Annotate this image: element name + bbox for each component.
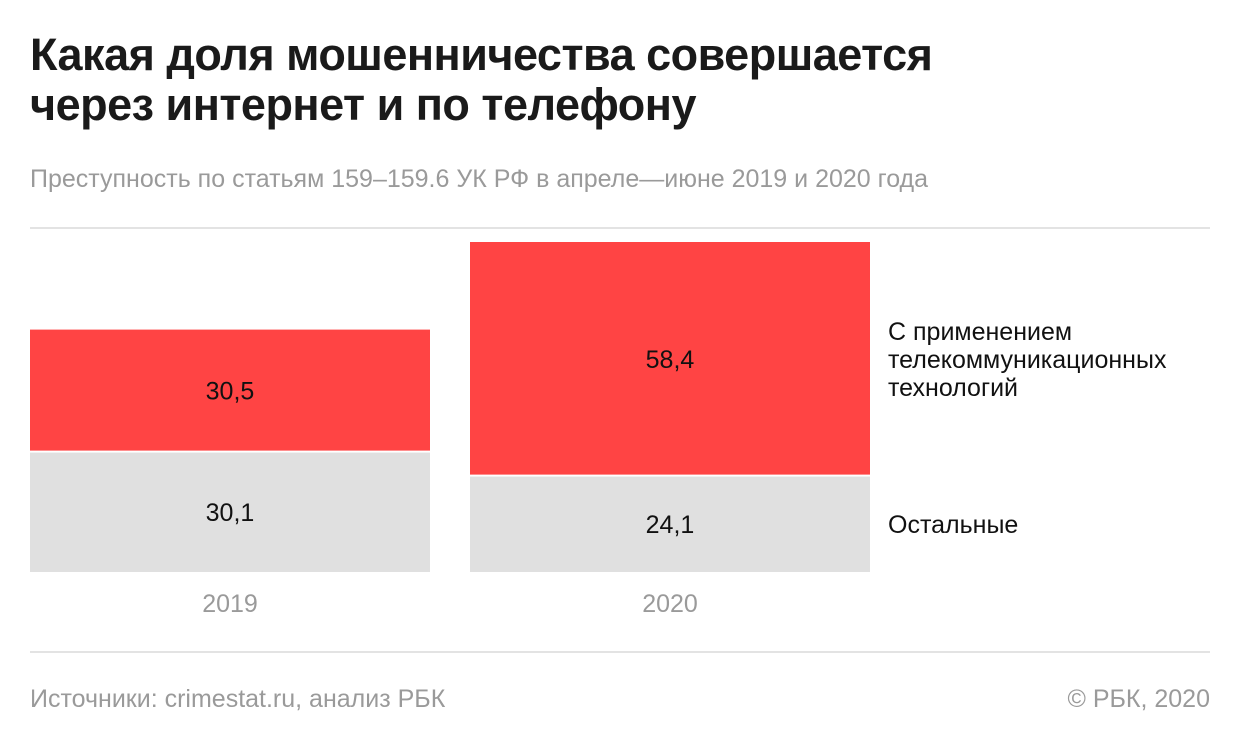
bar-segment-2019-1 — [30, 329, 430, 452]
value-label-2019-1: 30,5 — [206, 378, 255, 406]
top-divider — [30, 227, 1210, 229]
title-line-1: Какая доля мошенничества совершается — [30, 29, 933, 80]
chart-title: Какая доля мошенничества совершается чер… — [30, 30, 1130, 130]
value-label-2020-1: 58,4 — [646, 346, 695, 374]
x-tick-label-2019: 2019 — [202, 590, 258, 618]
copyright-note: © РБК, 2020 — [1067, 685, 1210, 713]
value-label-2020-0: 24,1 — [646, 511, 695, 539]
bar-segment-2019-0 — [30, 451, 430, 572]
x-tick-label-2020: 2020 — [642, 590, 698, 618]
chart-subtitle: Преступность по статьям 159–159.6 УК РФ … — [30, 165, 929, 193]
source-note: Источники: crimestat.ru, анализ РБК — [30, 685, 446, 713]
segment-separator-2019 — [30, 450, 430, 453]
legend-label-1-line-1: телекоммуникационных — [888, 346, 1167, 374]
legend-label-0-line-0: Остальные — [888, 511, 1018, 539]
title-line-2: через интернет и по телефону — [30, 79, 697, 130]
legend-label-1-line-2: технологий — [888, 374, 1018, 402]
segment-separator-2020 — [470, 474, 870, 477]
bar-segment-2020-0 — [470, 475, 870, 572]
value-label-2019-0: 30,1 — [206, 499, 255, 527]
bar-segment-2020-1 — [470, 242, 870, 476]
legend-label-1-line-0: С применением — [888, 318, 1072, 346]
bottom-divider — [30, 651, 1210, 653]
